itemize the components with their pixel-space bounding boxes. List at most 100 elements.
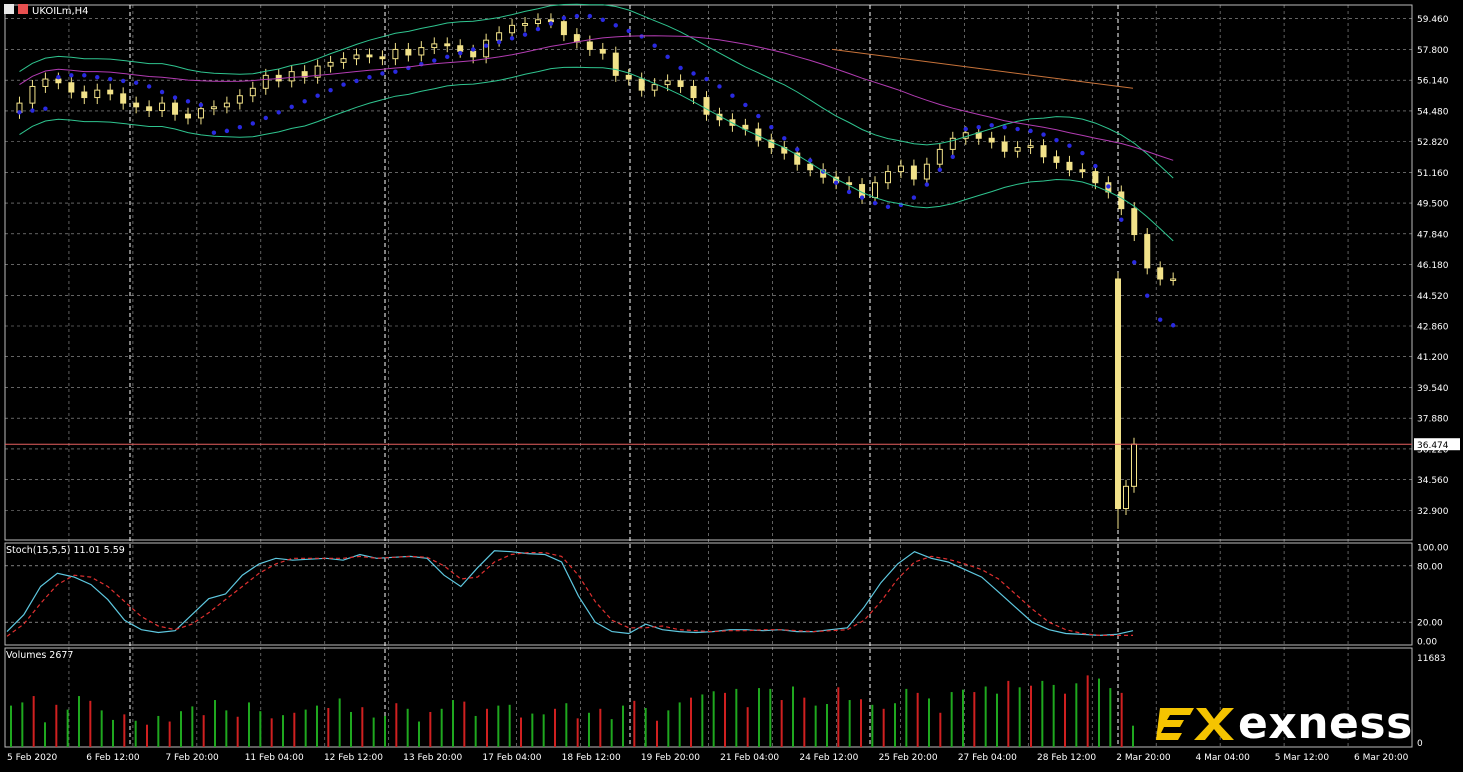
candle-body [470,50,477,58]
sar-dot [535,26,541,32]
candle-body [534,19,541,25]
price-tick-label: 36.220 [1417,445,1449,455]
sar-dot [872,200,878,206]
stochastic-label: Stoch(15,5,5) 11.01 5.59 [6,545,125,556]
candle-body [301,71,308,78]
candle-body [651,84,658,91]
sar-dot [924,182,930,187]
time-tick-label: 4 Mar 04:00 [1196,753,1251,763]
sar-dot [95,74,100,80]
price-tick-label: 56.140 [1417,77,1449,87]
time-tick-label: 12 Feb 12:00 [324,753,383,763]
sar-dot [613,23,618,28]
sar-dot [885,204,891,209]
candle-body [496,32,503,41]
sar-dot [315,93,320,98]
chart-flag-icon[interactable] [18,4,28,14]
candle-body [1170,278,1177,281]
moving-average-orange [831,48,1134,89]
price-tick-label: 32.900 [1417,507,1449,517]
sar-dot [1080,150,1085,156]
sar-dot [1132,260,1137,265]
time-tick-label: 13 Feb 20:00 [403,753,462,763]
candle-body [1131,443,1137,487]
candle-body [625,74,632,80]
sar-dot [950,154,955,159]
candle-body [197,108,204,119]
stoch-signal-line [6,552,1133,637]
candle-body [1079,169,1086,173]
candle-body [431,43,438,49]
chart-menu-icon[interactable] [4,4,14,14]
sar-dot [250,121,256,126]
candle-body [172,102,179,115]
stoch-tick-label: 100.00 [1417,544,1449,554]
bollinger-lower [19,66,1174,242]
price-tick-label: 51.160 [1417,169,1449,179]
sar-dot [159,89,165,95]
sar-dot [496,39,502,45]
sar-dot [1015,126,1020,132]
sar-dot [185,99,191,104]
candle-body [690,85,697,99]
candle-body [1001,141,1008,152]
current-price-badge [1414,438,1460,451]
sar-dot [146,84,152,89]
candle-body [742,124,749,130]
candle-body [314,65,321,78]
candle-body [897,165,904,173]
candle-body [1118,191,1125,210]
candle-body [249,87,256,97]
sar-dot [665,54,670,60]
price-tick-label: 44.520 [1417,292,1449,302]
candle-body [133,102,140,108]
sar-dot [756,113,761,119]
sar-dot [561,15,567,21]
sar-dot [1119,217,1124,222]
candle-body [872,182,879,199]
sar-dot [432,58,437,63]
sar-dot [808,158,813,163]
sar-dot [470,47,476,52]
candle-body [573,34,580,43]
candle-body [1092,171,1099,184]
sar-dot [795,147,800,152]
candle-body [1131,208,1138,236]
sar-dot [380,71,385,76]
candle-body [703,97,710,115]
candle-body [807,163,814,171]
candle-body [599,48,606,54]
sar-dot [1054,137,1059,143]
sar-dot [937,167,943,172]
candle-body [457,45,464,52]
candle-body [664,80,671,86]
sar-dot [56,74,61,80]
sar-dot [1093,163,1098,169]
sar-dot [17,110,22,115]
sar-dot [43,106,48,111]
sar-dot [302,99,307,104]
sar-dot [1028,128,1033,134]
candle-body [392,48,399,60]
candle-body [910,165,917,180]
time-tick-label: 11 Feb 04:00 [245,753,304,763]
sar-dot [211,130,217,135]
sar-dot [769,124,774,130]
candle-body [1123,485,1129,510]
time-tick-label: 6 Feb 12:00 [86,753,140,763]
sar-dot [237,124,243,130]
stoch-main-line [6,550,1134,637]
sar-dot [133,80,139,85]
sar-dot [1067,143,1072,148]
price-tick-label: 34.560 [1417,476,1449,486]
price-tick-label: 41.200 [1417,353,1449,363]
current-price-label: 36.474 [1417,441,1449,451]
candle-body [353,54,360,60]
sar-dot [691,71,696,76]
candle-body [923,163,930,180]
time-tick-label: 6 Mar 20:00 [1354,753,1409,763]
candle-body [1027,145,1034,149]
candle-body [1014,147,1021,152]
